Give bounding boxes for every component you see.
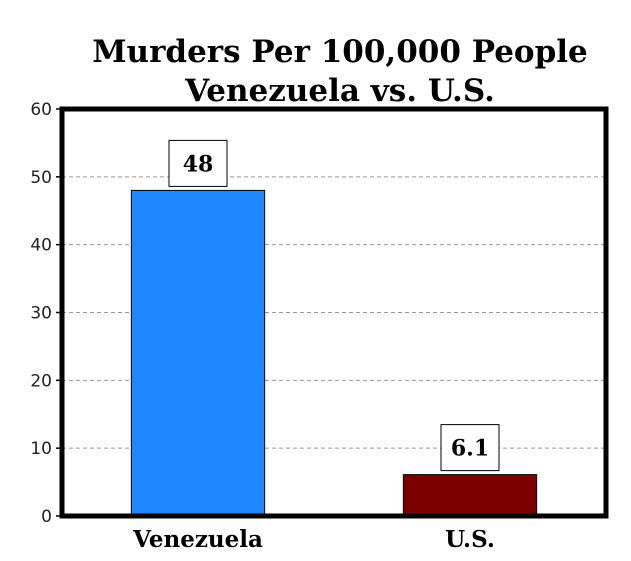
- chart-title: Murders Per 100,000 People Venezuela vs.…: [92, 34, 588, 109]
- y-tick-label: 40: [30, 236, 52, 256]
- x-axis-categories: Venezuela U.S.: [132, 526, 495, 553]
- value-label: 6.1: [451, 436, 489, 462]
- y-tick-label: 20: [30, 371, 52, 391]
- y-tick-label: 30: [30, 304, 52, 324]
- y-tick-label: 50: [30, 168, 52, 188]
- chart-title-line-1: Murders Per 100,000 People: [92, 34, 588, 70]
- value-label: 48: [183, 151, 214, 177]
- x-category-label: Venezuela: [132, 526, 263, 553]
- value-labels: 486.1: [168, 139, 500, 472]
- bars: [130, 189, 538, 517]
- value-label-box: [168, 139, 228, 187]
- bar-u-s: [402, 474, 538, 517]
- chart-title-line-2: Venezuela vs. U.S.: [184, 73, 495, 109]
- y-tick-label: 60: [30, 100, 52, 120]
- value-label-box: [440, 424, 500, 472]
- x-category-label: U.S.: [445, 526, 495, 553]
- y-tick-label: 10: [30, 439, 52, 459]
- bar-venezuela: [130, 189, 266, 517]
- y-axis-ticks: 0 10 20 30 40 50 60: [30, 100, 62, 527]
- y-tick-label: 0: [41, 507, 52, 527]
- plot-frame: [59, 106, 609, 519]
